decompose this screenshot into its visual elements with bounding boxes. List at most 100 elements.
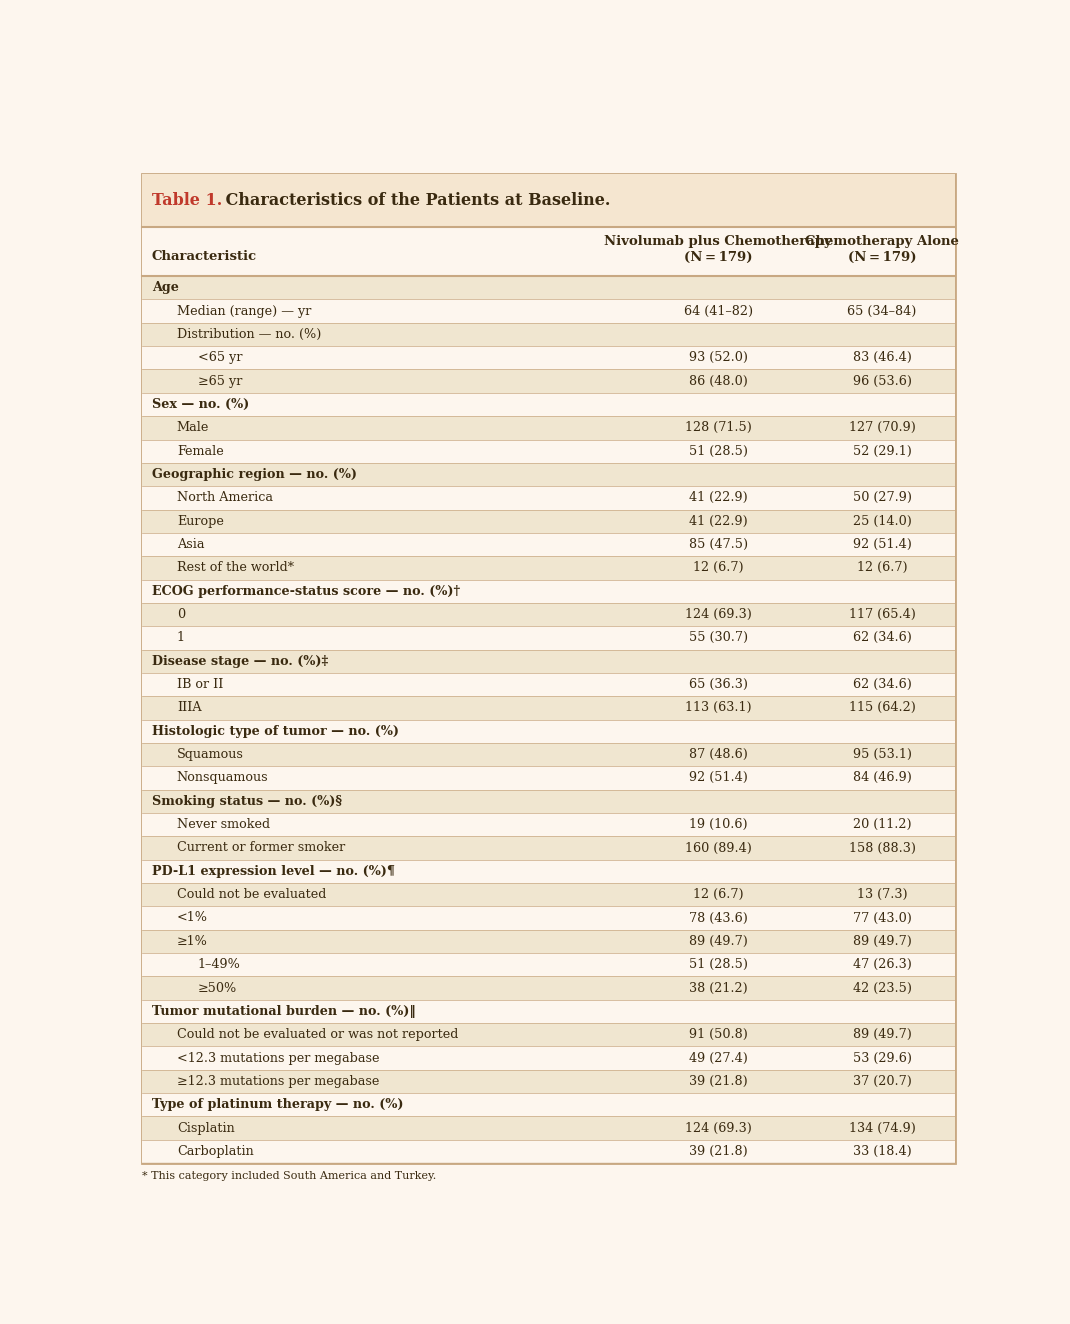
Text: 12 (6.7): 12 (6.7) (857, 561, 907, 575)
Text: 89 (49.7): 89 (49.7) (853, 1029, 912, 1041)
Text: 85 (47.5): 85 (47.5) (689, 538, 748, 551)
Text: 115 (64.2): 115 (64.2) (849, 702, 916, 715)
Text: 13 (7.3): 13 (7.3) (857, 888, 907, 902)
Text: 41 (22.9): 41 (22.9) (689, 491, 748, 504)
Bar (142, 346, 954, 369)
Bar (142, 556, 954, 580)
Text: 41 (22.9): 41 (22.9) (689, 515, 748, 528)
Bar (142, 228, 954, 277)
Text: 78 (43.6): 78 (43.6) (689, 911, 748, 924)
Bar (142, 1023, 954, 1046)
Bar (142, 907, 954, 929)
Text: Europe: Europe (177, 515, 224, 528)
Text: 51 (28.5): 51 (28.5) (689, 445, 748, 458)
Bar (142, 883, 954, 907)
Bar (142, 1070, 954, 1094)
Text: Characteristics of the Patients at Baseline.: Characteristics of the Patients at Basel… (220, 192, 610, 209)
Text: 86 (48.0): 86 (48.0) (689, 375, 748, 388)
Bar (142, 369, 954, 393)
Text: 62 (34.6): 62 (34.6) (853, 632, 912, 645)
Text: 127 (70.9): 127 (70.9) (849, 421, 916, 434)
Bar (142, 813, 954, 837)
Text: 91 (50.8): 91 (50.8) (689, 1029, 748, 1041)
Bar (142, 323, 954, 346)
Text: Tumor mutational burden — no. (%)‖: Tumor mutational burden — no. (%)‖ (152, 1005, 416, 1018)
Text: Carboplatin: Carboplatin (177, 1145, 254, 1158)
Text: 113 (63.1): 113 (63.1) (685, 702, 752, 715)
Bar (142, 743, 954, 767)
Text: Sex — no. (%): Sex — no. (%) (152, 399, 249, 410)
Text: Median (range) — yr: Median (range) — yr (177, 305, 311, 318)
Text: ≥1%: ≥1% (177, 935, 208, 948)
Text: 160 (89.4): 160 (89.4) (685, 842, 752, 854)
Text: 37 (20.7): 37 (20.7) (853, 1075, 912, 1088)
Text: Current or former smoker: Current or former smoker (177, 842, 346, 854)
Text: Histologic type of tumor — no. (%): Histologic type of tumor — no. (%) (152, 724, 399, 737)
Text: 134 (74.9): 134 (74.9) (849, 1121, 916, 1135)
Text: IB or II: IB or II (177, 678, 224, 691)
Text: <65 yr: <65 yr (198, 351, 242, 364)
Bar (142, 696, 954, 719)
Text: 0: 0 (177, 608, 185, 621)
Text: <1%: <1% (177, 911, 208, 924)
Text: Asia: Asia (177, 538, 204, 551)
Text: Rest of the world*: Rest of the world* (177, 561, 294, 575)
Bar (142, 1000, 954, 1023)
Bar (142, 440, 954, 463)
Text: 47 (26.3): 47 (26.3) (853, 959, 912, 972)
Text: ≥50%: ≥50% (198, 981, 236, 994)
Text: 50 (27.9): 50 (27.9) (853, 491, 912, 504)
Bar (142, 720, 954, 743)
Text: Table 1.: Table 1. (152, 192, 223, 209)
Text: 89 (49.7): 89 (49.7) (853, 935, 912, 948)
Text: 96 (53.6): 96 (53.6) (853, 375, 912, 388)
Text: Female: Female (177, 445, 224, 458)
Bar (142, 532, 954, 556)
Bar (142, 1046, 954, 1070)
Text: 52 (29.1): 52 (29.1) (853, 445, 912, 458)
Text: Never smoked: Never smoked (177, 818, 270, 831)
Text: 53 (29.6): 53 (29.6) (853, 1051, 912, 1064)
Text: 89 (49.7): 89 (49.7) (689, 935, 748, 948)
Bar (142, 650, 954, 673)
Text: 83 (46.4): 83 (46.4) (853, 351, 912, 364)
Text: 117 (65.4): 117 (65.4) (849, 608, 916, 621)
Text: 39 (21.8): 39 (21.8) (689, 1145, 748, 1158)
Bar (142, 767, 954, 789)
Text: 124 (69.3): 124 (69.3) (685, 1121, 752, 1135)
Text: 93 (52.0): 93 (52.0) (689, 351, 748, 364)
Text: Male: Male (177, 421, 210, 434)
Bar (142, 416, 954, 440)
Bar (142, 486, 954, 510)
Bar (142, 277, 954, 299)
Text: Nivolumab plus Chemotherapy
(N = 179): Nivolumab plus Chemotherapy (N = 179) (605, 234, 832, 263)
Text: 87 (48.6): 87 (48.6) (689, 748, 748, 761)
Bar (142, 580, 954, 602)
Text: 19 (10.6): 19 (10.6) (689, 818, 748, 831)
Bar (142, 789, 954, 813)
Bar (142, 299, 954, 323)
Text: 92 (51.4): 92 (51.4) (853, 538, 912, 551)
Bar (142, 837, 954, 859)
Text: 38 (21.2): 38 (21.2) (689, 981, 748, 994)
Bar (142, 1094, 954, 1116)
Text: PD-L1 expression level — no. (%)¶: PD-L1 expression level — no. (%)¶ (152, 865, 395, 878)
Text: 12 (6.7): 12 (6.7) (693, 888, 744, 902)
Text: <12.3 mutations per megabase: <12.3 mutations per megabase (177, 1051, 380, 1064)
Bar (142, 175, 954, 228)
Bar (142, 953, 954, 976)
Text: 12 (6.7): 12 (6.7) (693, 561, 744, 575)
Text: ≥65 yr: ≥65 yr (198, 375, 242, 388)
Text: ECOG performance-status score — no. (%)†: ECOG performance-status score — no. (%)† (152, 585, 460, 597)
Text: North America: North America (177, 491, 273, 504)
Text: Disease stage — no. (%)‡: Disease stage — no. (%)‡ (152, 655, 328, 667)
Text: 49 (27.4): 49 (27.4) (689, 1051, 748, 1064)
Text: 77 (43.0): 77 (43.0) (853, 911, 912, 924)
Bar (142, 1116, 954, 1140)
Text: 25 (14.0): 25 (14.0) (853, 515, 912, 528)
Bar (142, 510, 954, 532)
Text: ≥12.3 mutations per megabase: ≥12.3 mutations per megabase (177, 1075, 379, 1088)
Text: Squamous: Squamous (177, 748, 244, 761)
Text: Cisplatin: Cisplatin (177, 1121, 234, 1135)
Text: Could not be evaluated or was not reported: Could not be evaluated or was not report… (177, 1029, 458, 1041)
